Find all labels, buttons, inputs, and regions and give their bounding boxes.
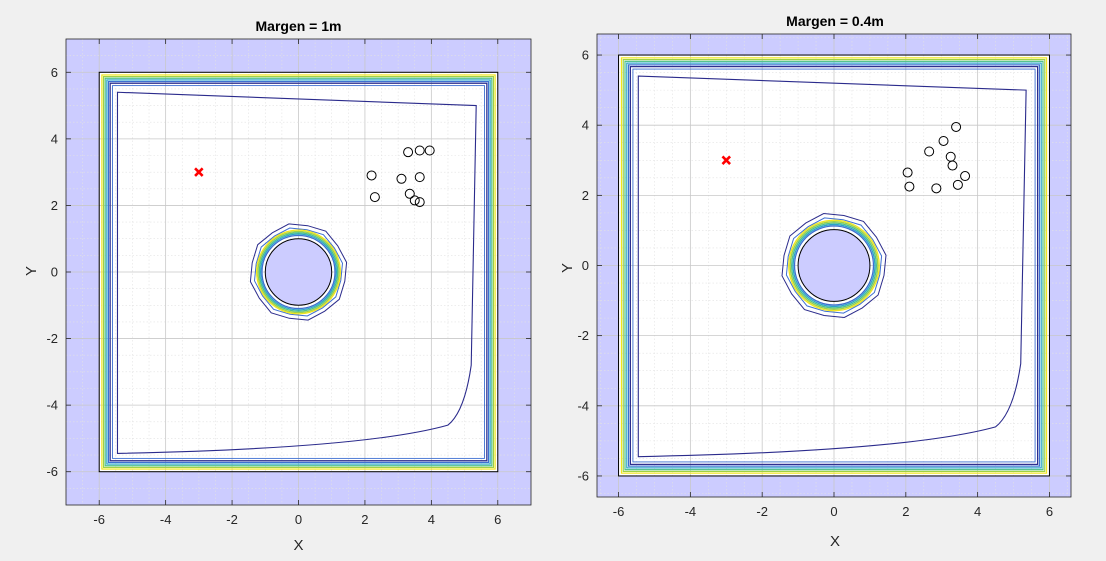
x-tick-label: 0 bbox=[830, 504, 837, 519]
data-point-marker bbox=[947, 160, 958, 171]
target-marker bbox=[721, 155, 731, 165]
y-tick-label: 4 bbox=[51, 131, 58, 146]
plot-area bbox=[66, 39, 531, 505]
x-tick-label: 4 bbox=[974, 504, 981, 519]
obstacle-contour-line bbox=[785, 217, 883, 314]
y-tick-label: -2 bbox=[577, 328, 589, 343]
obstacle-contour-line bbox=[249, 223, 348, 321]
data-point-marker bbox=[951, 121, 962, 132]
y-tick-label: -4 bbox=[577, 398, 589, 413]
outer-field-contour-line bbox=[637, 75, 1027, 458]
x-tick-label: 6 bbox=[494, 512, 501, 527]
outer-field-contour-line bbox=[116, 91, 477, 454]
data-point-marker bbox=[396, 173, 407, 184]
obstacle-contour-line bbox=[253, 227, 344, 317]
data-point-marker bbox=[902, 167, 913, 178]
target-marker bbox=[194, 167, 204, 177]
y-tick-label: 0 bbox=[582, 258, 589, 273]
x-tick-label: -2 bbox=[226, 512, 238, 527]
obstacle-contour-line bbox=[790, 222, 878, 309]
y-tick-label: 0 bbox=[51, 265, 58, 280]
data-point-marker bbox=[403, 147, 414, 158]
right-plot-title: Margen = 0.4m bbox=[786, 13, 884, 29]
data-point-marker bbox=[931, 183, 942, 194]
room-contour-line bbox=[106, 79, 491, 465]
room-contour-line bbox=[102, 76, 495, 468]
target-marker-stroke bbox=[721, 155, 731, 165]
y-tick-label: 4 bbox=[582, 118, 589, 133]
x-tick-label: 4 bbox=[428, 512, 435, 527]
room-boundary bbox=[98, 71, 499, 473]
data-point-marker bbox=[424, 145, 435, 156]
obstacle-contour-line bbox=[258, 232, 339, 312]
obstacle-contour-line bbox=[789, 221, 879, 310]
room-contour-line bbox=[107, 81, 490, 463]
data-point-marker bbox=[369, 192, 380, 203]
room-contour-line bbox=[622, 59, 1046, 472]
circular-obstacle bbox=[797, 229, 871, 302]
right-x-axis-label: X bbox=[830, 533, 840, 550]
data-point-marker bbox=[404, 188, 415, 199]
right-subplot: -6 -4 -2 0 2 4 6 -6 -4 -2 0 2 4 6 Margen = 0.4m X Y bbox=[559, 13, 1072, 550]
x-tick-label: 6 bbox=[1046, 504, 1053, 519]
data-point-marker bbox=[366, 170, 377, 181]
data-point-marker bbox=[414, 145, 425, 156]
x-tick-label: 0 bbox=[295, 512, 302, 527]
data-point-marker bbox=[409, 195, 420, 206]
obstacle-contour-line bbox=[257, 230, 340, 314]
x-tick-label: 2 bbox=[361, 512, 368, 527]
y-tick-label: -2 bbox=[46, 331, 58, 346]
y-tick-label: 6 bbox=[51, 65, 58, 80]
y-tick-label: -4 bbox=[46, 398, 58, 413]
room-outer-contour-line bbox=[632, 68, 1036, 463]
y-tick-label: -6 bbox=[46, 464, 58, 479]
room-contour-line bbox=[624, 60, 1044, 471]
obstacle-contour-line bbox=[792, 223, 876, 308]
plot-contents: -6 -4 -2 0 2 4 6 -6 -4 -2 0 2 4 6 bbox=[577, 33, 1072, 519]
data-point-marker bbox=[414, 197, 425, 208]
room-contour-line bbox=[109, 82, 488, 462]
left-x-axis-label: X bbox=[293, 537, 303, 554]
data-point-marker bbox=[904, 181, 915, 192]
y-tick-label: 6 bbox=[582, 48, 589, 63]
obstacle-contour-line bbox=[788, 219, 880, 312]
x-tick-label: -6 bbox=[93, 512, 105, 527]
data-point-marker bbox=[938, 135, 949, 146]
room-contour-line bbox=[101, 74, 496, 470]
data-point-marker bbox=[952, 179, 963, 190]
obstacle-contour-line bbox=[781, 212, 887, 319]
y-tick-label: -6 bbox=[577, 468, 589, 483]
room-outer-contour-line bbox=[112, 85, 485, 459]
room-boundary bbox=[618, 54, 1050, 477]
data-point-marker bbox=[960, 171, 971, 182]
room-contour-line bbox=[620, 57, 1048, 474]
obstacle-contour-line bbox=[261, 234, 336, 310]
room-contour-line bbox=[626, 62, 1042, 469]
left-y-axis-label: Y bbox=[23, 266, 40, 276]
x-tick-label: -2 bbox=[756, 504, 768, 519]
room-contour-line bbox=[627, 64, 1040, 467]
y-tick-label: 2 bbox=[51, 198, 58, 213]
plot-contents: -6 -4 -2 0 2 4 6 -6 -4 -2 0 2 4 6 bbox=[46, 38, 532, 527]
obstacle-contour-line bbox=[793, 225, 875, 306]
circular-obstacle bbox=[264, 238, 333, 306]
x-tick-label: -6 bbox=[613, 504, 625, 519]
plot-area bbox=[597, 34, 1071, 497]
right-y-axis-label: Y bbox=[559, 263, 576, 273]
data-point-marker bbox=[414, 172, 425, 183]
y-tick-label: 2 bbox=[582, 188, 589, 203]
data-point-marker bbox=[924, 146, 935, 157]
room-contour-line bbox=[104, 77, 493, 467]
obstacle-contour-line bbox=[255, 229, 341, 315]
room-contour-line bbox=[629, 66, 1039, 465]
x-tick-label: 2 bbox=[902, 504, 909, 519]
x-tick-label: -4 bbox=[685, 504, 697, 519]
target-marker-stroke bbox=[194, 167, 204, 177]
left-subplot: -6 -4 -2 0 2 4 6 -6 -4 -2 0 2 4 6 Margen = 1m X Y bbox=[23, 18, 532, 554]
x-tick-label: -4 bbox=[160, 512, 172, 527]
left-plot-title: Margen = 1m bbox=[256, 18, 342, 34]
obstacle-contour-line bbox=[259, 233, 338, 311]
